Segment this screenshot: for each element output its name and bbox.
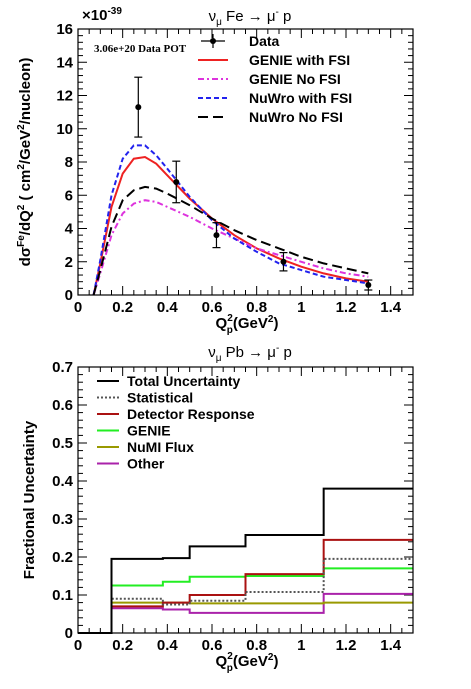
legend-label-nuwro-with-fsi: NuWro with FSI [249,90,352,106]
top-x-tick-label: 0.2 [112,299,133,316]
bot-x-tick-label: 0.4 [157,637,179,654]
top-chart-frame [77,28,414,296]
legend-label-nuwro-no-fsi: NuWro No FSI [249,109,343,125]
top-y-tick-label: 0 [65,287,73,304]
legend-data-marker [210,38,216,44]
top-x-tick-label: 0.6 [202,299,223,316]
legend-label-numi-flux: NuMI Flux [127,439,194,455]
top-chart-curves [92,144,369,296]
bottom-chart-y-axis-label: Fractional Uncertainty [21,420,38,579]
curve-nuwro-with-fsi [92,144,369,296]
top-y-tick-label: 6 [65,187,73,204]
bot-x-tick-label: 0.2 [112,637,133,654]
bot-y-tick-label: 0 [65,625,73,642]
top-y-tick-label: 4 [65,221,74,238]
top-x-tick-label: 1 [297,299,305,316]
bot-x-tick-label: 1 [297,637,305,654]
bot-y-tick-label: 0.2 [52,549,73,566]
top-chart-data-points [134,76,373,291]
top-y-tick-label: 16 [56,21,73,38]
bot-y-tick-label: 0.4 [52,473,74,490]
bot-y-tick-label: 0.5 [52,435,73,452]
bot-y-tick-label: 0.7 [52,359,73,376]
bot-y-tick-label: 0.6 [52,397,73,414]
curve-genie-with-fsi [92,155,369,296]
top-y-tick-label: 14 [56,54,73,71]
data-point [173,178,180,185]
top-chart-pot-annotation: 3.06e+20 Data POT [94,43,187,55]
bottom-chart-histograms [78,487,413,634]
histogram-total-uncertainty [78,487,413,634]
top-x-tick-label: 0.8 [246,299,267,316]
bot-y-tick-label: 0.1 [52,587,73,604]
bottom-chart-x-axis-label: Q2 p(GeV2) [216,651,279,674]
data-point [135,104,142,111]
top-chart-y-axis-label: dσFe/dQ2 ( cm2/GeV2/nucleon) [16,58,34,267]
bot-x-tick-label: 1.4 [380,637,402,654]
top-y-tick-label: 2 [65,254,73,271]
top-chart-legend: Data GENIE with FSI GENIE No FSI NuWro with… [198,33,352,125]
data-point [280,258,287,265]
top-chart-ticks [77,28,414,296]
legend-label-statistical: Statistical [127,390,193,406]
top-x-tick-label: 0 [74,299,82,316]
bot-x-tick-label: 0 [74,637,82,654]
top-chart-title: νμ Fe → μ- p [209,7,292,28]
bot-x-tick-label: 0.6 [202,637,223,654]
legend-label-data: Data [249,33,280,49]
legend-label-detector-response: Detector Response [127,406,255,422]
top-chart-exponent: ×10-39 [82,6,122,24]
bottom-chart-tick-labels: 0 0.2 0.4 0.6 0.8 1 1.2 1.4 0 0.1 0.2 0.3 0.4 0.5 0.6 0… [52,359,402,654]
legend-label-total-uncertainty: Total Uncertainty [127,373,241,389]
legend-label-genie-no-fsi: GENIE No FSI [249,71,341,87]
top-chart-tick-labels: 0 0.2 0.4 0.6 0.8 1 1.2 1.4 0 2 4 6 8 10 12 14 16 [56,21,401,316]
bottom-chart-frame [77,366,414,634]
bot-x-tick-label: 1.2 [336,637,357,654]
legend-label-genie-with-fsi: GENIE with FSI [249,52,350,68]
bottom-chart: νμ Pb → μ- p 0 0.2 0.4 0.6 0.8 1 1.2 1.4 0 0.1 0.2… [21,343,414,674]
top-x-tick-label: 0.4 [157,299,179,316]
curve-nuwro-no-fsi [92,185,369,296]
bot-y-tick-label: 0.3 [52,511,73,528]
top-x-tick-label: 1.4 [380,299,402,316]
bottom-chart-title: νμ Pb → μ- p [208,343,292,364]
top-y-tick-label: 12 [56,88,73,105]
top-chart-x-axis-label: Q2 p(GeV2) [216,313,279,336]
bot-x-tick-label: 0.8 [246,637,267,654]
data-point [365,282,372,289]
legend-label-genie: GENIE [127,423,171,439]
curve-genie-no-fsi [92,199,369,296]
data-point [213,232,220,239]
top-x-tick-label: 1.2 [336,299,357,316]
top-y-tick-label: 8 [65,154,73,171]
legend-label-other: Other [127,456,165,472]
top-y-tick-label: 10 [56,121,73,138]
